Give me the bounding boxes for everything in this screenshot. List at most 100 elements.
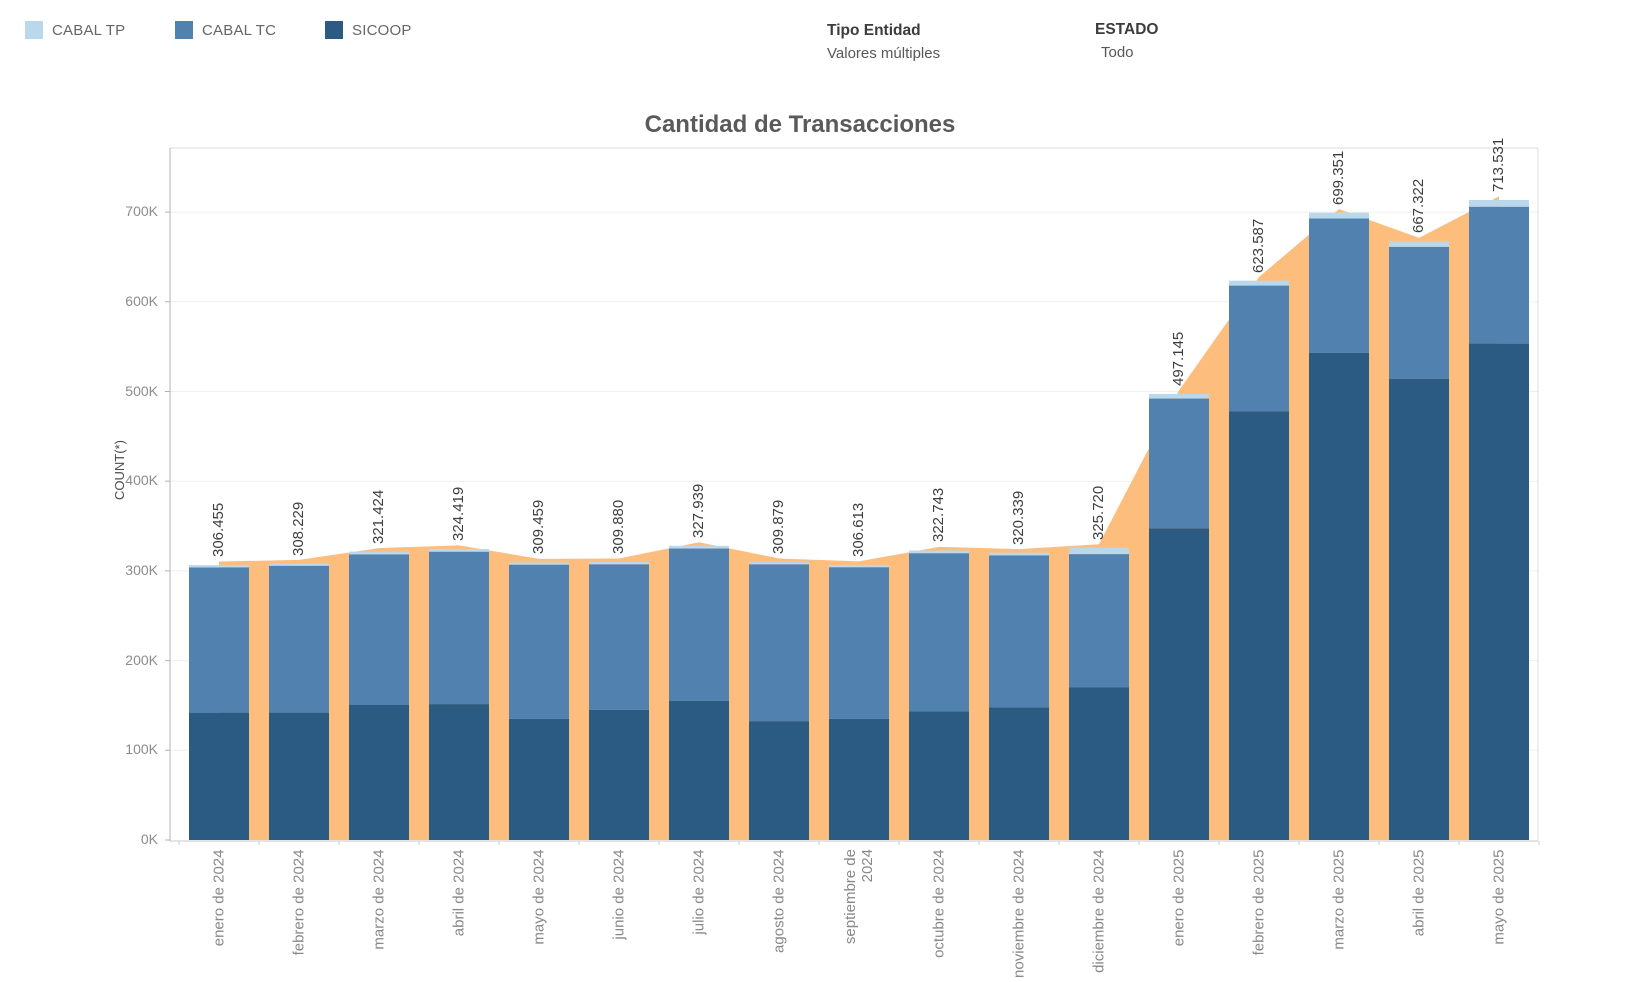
bar-segment-cabal-tp[interactable] xyxy=(589,562,649,565)
y-tick-label: 100K xyxy=(125,741,158,758)
bar-value-label: 320.339 xyxy=(1010,490,1027,545)
bar-segment-cabal-tp[interactable] xyxy=(349,551,409,555)
bar-segment-cabal-tp[interactable] xyxy=(189,565,249,568)
x-tick-label: marzo de 2024 xyxy=(370,849,388,950)
bar-segment-cabal-tp[interactable] xyxy=(669,545,729,549)
x-tick-label: noviembre de 2024 xyxy=(1010,849,1028,978)
bar-segment-sicoop[interactable] xyxy=(189,712,249,840)
bar-value-label: 325.720 xyxy=(1090,485,1107,540)
x-tick-label: abril de 2025 xyxy=(1410,849,1428,936)
bar-segment-cabal-tc[interactable] xyxy=(429,551,489,705)
filter-title: ESTADO xyxy=(1095,21,1159,38)
bar-segment-cabal-tc[interactable] xyxy=(1149,398,1209,529)
bar-segment-sicoop[interactable] xyxy=(429,704,489,840)
bar-segment-cabal-tp[interactable] xyxy=(749,562,809,565)
legend-item-cabal-tp[interactable]: CABAL TP xyxy=(25,21,125,39)
x-tick-label: agosto de 2024 xyxy=(770,849,788,953)
legend-swatch-cabal-tc xyxy=(175,21,193,39)
bar-segment-cabal-tc[interactable] xyxy=(1229,285,1289,412)
x-tick-label: diciembre de 2024 xyxy=(1090,849,1108,973)
bar-segment-sicoop[interactable] xyxy=(1149,528,1209,840)
x-tick-label: marzo de 2025 xyxy=(1330,849,1348,950)
legend-swatch-cabal-tp xyxy=(25,21,43,39)
x-tick-label: octubre de 2024 xyxy=(930,849,948,958)
bar-segment-cabal-tc[interactable] xyxy=(269,565,329,713)
bar-segment-cabal-tc[interactable] xyxy=(749,564,809,722)
filter-tipo-entidad[interactable]: Tipo Entidad Valores múltiples xyxy=(827,22,940,62)
x-tick-label: enero de 2025 xyxy=(1170,849,1188,946)
bar-segment-cabal-tp[interactable] xyxy=(509,562,569,565)
y-tick-label: 700K xyxy=(125,203,158,220)
bar-segment-cabal-tp[interactable] xyxy=(989,552,1049,556)
bar-segment-cabal-tc[interactable] xyxy=(829,567,889,719)
bar-segment-cabal-tp[interactable] xyxy=(1149,394,1209,399)
bar-segment-cabal-tc[interactable] xyxy=(589,564,649,710)
bar-segment-cabal-tc[interactable] xyxy=(189,567,249,713)
x-tick-label: febrero de 2025 xyxy=(1250,849,1268,955)
bar-value-label: 309.459 xyxy=(530,500,547,555)
y-tick-label: 500K xyxy=(125,382,158,399)
bar-segment-cabal-tp[interactable] xyxy=(829,564,889,568)
legend-item-cabal-tc[interactable]: CABAL TC xyxy=(175,21,276,39)
x-tick-label: abril de 2024 xyxy=(450,849,468,936)
bar-segment-sicoop[interactable] xyxy=(589,709,649,840)
legend-swatch-sicoop xyxy=(325,21,343,39)
bar-segment-cabal-tc[interactable] xyxy=(1469,206,1529,344)
bar-segment-cabal-tp[interactable] xyxy=(1309,212,1369,219)
bar-segment-cabal-tc[interactable] xyxy=(349,554,409,706)
x-tick-label: junio de 2024 xyxy=(610,849,628,940)
bar-segment-sicoop[interactable] xyxy=(749,721,809,840)
bar-value-label: 308.229 xyxy=(290,501,307,556)
filter-estado[interactable]: ESTADO Todo xyxy=(1095,21,1158,61)
bar-segment-cabal-tp[interactable] xyxy=(429,548,489,552)
bar-segment-sicoop[interactable] xyxy=(1469,343,1529,840)
bar-segment-sicoop[interactable] xyxy=(509,718,569,840)
bar-value-label: 497.145 xyxy=(1170,331,1187,387)
bar-segment-cabal-tc[interactable] xyxy=(989,555,1049,708)
bar-segment-cabal-tc[interactable] xyxy=(1389,246,1449,379)
x-tick-label: mayo de 2025 xyxy=(1490,849,1508,945)
bar-segment-sicoop[interactable] xyxy=(1389,378,1449,840)
y-tick-label: 300K xyxy=(125,561,158,578)
bar-segment-cabal-tc[interactable] xyxy=(909,553,969,712)
bar-segment-cabal-tp[interactable] xyxy=(1389,241,1449,247)
bar-segment-sicoop[interactable] xyxy=(349,705,409,840)
bar-segment-cabal-tp[interactable] xyxy=(1069,547,1129,555)
bar-segment-cabal-tp[interactable] xyxy=(269,563,329,566)
y-tick-label: 0K xyxy=(140,831,158,847)
bar-segment-cabal-tp[interactable] xyxy=(1469,199,1529,207)
bar-value-label: 699.351 xyxy=(1330,150,1347,205)
filter-value[interactable]: Todo xyxy=(1101,44,1134,61)
legend-item-sicoop[interactable]: SICOOP xyxy=(325,21,412,39)
bar-value-label: 322.743 xyxy=(930,488,947,543)
bar-segment-cabal-tp[interactable] xyxy=(909,550,969,554)
bar-value-label: 306.613 xyxy=(850,502,867,557)
bar-segment-cabal-tc[interactable] xyxy=(1309,218,1369,353)
bar-value-label: 324.419 xyxy=(450,486,467,541)
legend-item-label: CABAL TP xyxy=(52,21,126,39)
x-tick-label: enero de 2024 xyxy=(210,849,228,946)
bar-segment-sicoop[interactable] xyxy=(1229,411,1289,840)
bar-segment-sicoop[interactable] xyxy=(669,700,729,840)
bar-segment-sicoop[interactable] xyxy=(909,711,969,840)
bar-segment-cabal-tp[interactable] xyxy=(1229,280,1289,286)
bar-segment-sicoop[interactable] xyxy=(269,712,329,840)
x-tick-label: julio de 2024 xyxy=(690,849,708,935)
bar-segment-sicoop[interactable] xyxy=(1309,352,1369,840)
bar-segment-cabal-tc[interactable] xyxy=(669,548,729,701)
filter-title: Tipo Entidad xyxy=(827,22,921,39)
bar-segment-sicoop[interactable] xyxy=(829,718,889,840)
filter-value[interactable]: Valores múltiples xyxy=(827,45,941,62)
bar-segment-cabal-tc[interactable] xyxy=(1069,554,1129,688)
bar-value-label: 309.879 xyxy=(770,499,787,555)
x-tick-label: mayo de 2024 xyxy=(530,849,548,945)
bar-value-label: 327.939 xyxy=(690,483,707,538)
bar-segment-cabal-tc[interactable] xyxy=(509,564,569,719)
bar-segment-sicoop[interactable] xyxy=(989,707,1049,840)
bar-value-label: 713.531 xyxy=(1490,137,1507,192)
x-tick-label: febrero de 2024 xyxy=(290,849,308,955)
legend-item-label: SICOOP xyxy=(352,21,412,39)
bar-segment-sicoop[interactable] xyxy=(1069,687,1129,840)
